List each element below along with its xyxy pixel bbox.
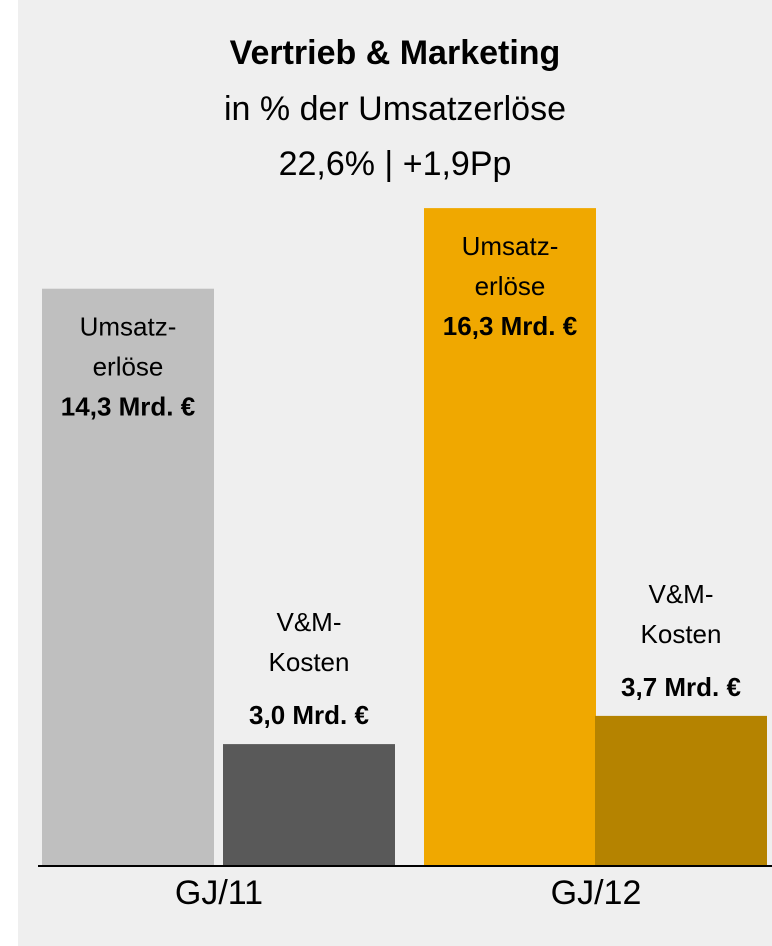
x-tick-label: GJ/12	[551, 874, 642, 912]
bar-series-label: V&M-Kosten	[641, 579, 722, 649]
data-label: 3,0 Mrd. €	[249, 700, 369, 730]
data-label: 16,3 Mrd. €	[443, 311, 577, 341]
bar	[42, 288, 214, 866]
bar-series-label: Umsatz-erlöse	[80, 312, 177, 382]
data-label: 3,7 Mrd. €	[621, 672, 741, 702]
bar	[223, 744, 395, 865]
x-tick-label: GJ/11	[175, 874, 263, 912]
data-label: 14,3 Mrd. €	[61, 392, 195, 422]
bar-series-label: V&M-Kosten	[269, 607, 350, 677]
chart-subtitle: 22,6% | +1,9Pp	[279, 145, 512, 183]
chart-title: Vertrieb & Marketing	[230, 34, 561, 72]
bar-series-label: Umsatz-erlöse	[462, 231, 559, 301]
chart-subtitle: in % der Umsatzerlöse	[224, 90, 566, 128]
bar	[424, 208, 596, 866]
bar	[595, 715, 767, 865]
